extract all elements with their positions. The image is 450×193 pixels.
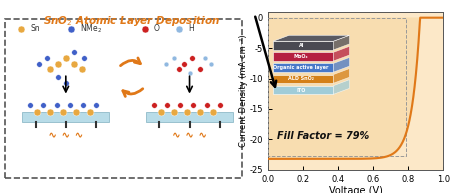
Text: SnO$_2$ Atomic Layer Deposition: SnO$_2$ Atomic Layer Deposition xyxy=(43,14,220,28)
Y-axis label: Current Density (mA cm⁻²): Current Density (mA cm⁻²) xyxy=(239,34,248,147)
X-axis label: Voltage (V): Voltage (V) xyxy=(328,186,382,193)
Text: H: H xyxy=(188,25,194,33)
FancyBboxPatch shape xyxy=(5,19,242,178)
Text: O: O xyxy=(154,25,160,33)
Bar xyxy=(146,112,233,122)
Text: Sn: Sn xyxy=(30,25,40,33)
Bar xyxy=(22,112,109,122)
Text: Fill Factor = 79%: Fill Factor = 79% xyxy=(276,131,369,141)
Text: NMe$_2$: NMe$_2$ xyxy=(80,23,102,35)
